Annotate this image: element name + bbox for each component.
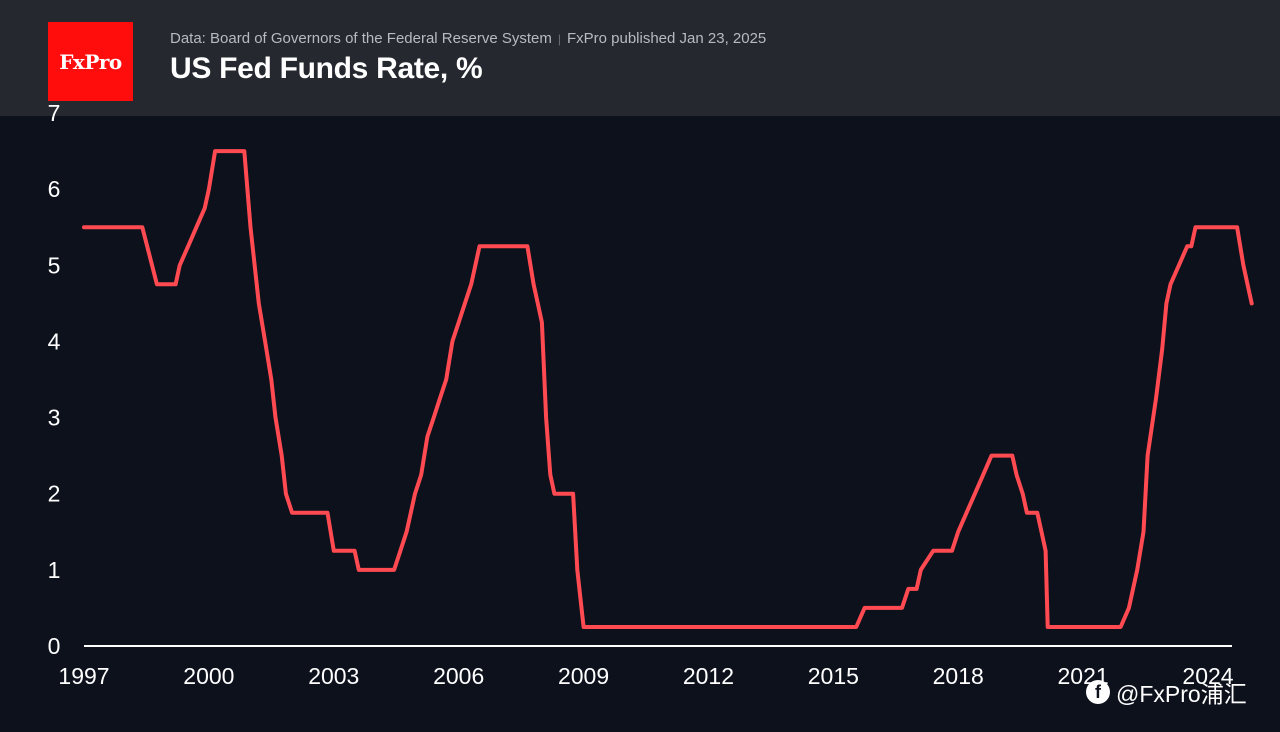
x-tick-label: 2006	[433, 663, 484, 689]
fxpro-logo: FxPro	[48, 22, 133, 101]
facebook-icon: f	[1086, 680, 1110, 704]
x-tick-label: 2012	[683, 663, 734, 689]
x-tick-label: 2024	[1182, 663, 1233, 689]
y-tick-label: 2	[48, 481, 61, 507]
chart-title: US Fed Funds Rate, %	[170, 52, 483, 85]
chart-header: FxPro Data: Board of Governors of the Fe…	[0, 0, 1280, 116]
fed-funds-rate-line	[82, 149, 1254, 629]
y-tick-label: 5	[48, 252, 61, 278]
published-date: FxPro published Jan 23, 2025	[566, 30, 767, 47]
x-tick-label: 2018	[933, 663, 984, 689]
x-tick-label: 2009	[558, 663, 609, 689]
data-source: Data: Board of Governors of the Federal …	[170, 30, 552, 47]
y-tick-label: 1	[48, 557, 61, 583]
y-axis-ticks: 0 1 2 3 4 5 6 7	[48, 100, 61, 659]
logo-text: FxPro	[59, 49, 122, 74]
source-line: Data: Board of Governors of the Federal …	[170, 30, 766, 47]
watermark-text: @FxPro浦汇	[1116, 681, 1247, 707]
x-tick-label: 2003	[308, 663, 359, 689]
y-tick-label: 4	[48, 328, 61, 354]
y-tick-label: 6	[48, 176, 61, 202]
x-axis-ticks: 1997 2000 2003 2006 2009 2012 2015 2018 2021 2024	[58, 663, 1233, 689]
y-tick-label: 3	[48, 405, 61, 431]
y-tick-label: 0	[48, 633, 61, 659]
x-tick-label: 2000	[183, 663, 234, 689]
watermark: f @FxPro浦汇	[1086, 675, 1247, 709]
x-tick-label: 2015	[808, 663, 859, 689]
y-tick-label: 7	[48, 100, 61, 126]
x-tick-label: 1997	[58, 663, 109, 689]
separator: |	[557, 32, 561, 46]
